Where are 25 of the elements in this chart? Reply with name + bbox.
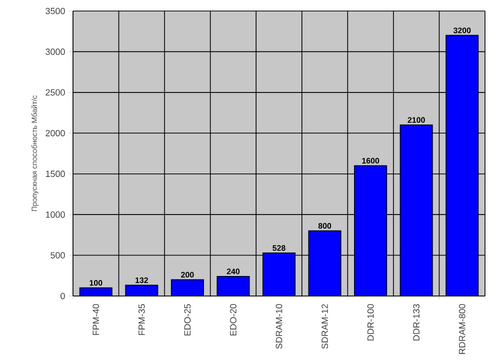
y-tick-label: 3000 bbox=[46, 48, 65, 55]
x-tick-label: FPM-40 bbox=[92, 304, 100, 335]
x-tick-label: FPM-35 bbox=[138, 304, 145, 335]
bar bbox=[446, 34, 479, 296]
bar bbox=[216, 276, 250, 296]
x-tick-label: EDO-20 bbox=[230, 304, 236, 336]
x-tick-label: DDR-100 bbox=[367, 304, 374, 340]
bar bbox=[170, 279, 204, 296]
bar bbox=[262, 252, 296, 296]
bar bbox=[400, 124, 433, 296]
y-tick-label: 500 bbox=[50, 252, 65, 258]
x-tick-label: SDRAM-12 bbox=[322, 304, 328, 349]
x-tick-label: DDR-133 bbox=[413, 304, 420, 340]
y-tick-label: 0 bbox=[60, 292, 65, 300]
y-tick-label: 1500 bbox=[46, 170, 65, 178]
x-tick-label: SDRAM-10 bbox=[276, 304, 282, 349]
y-tick-label: 3500 bbox=[46, 8, 65, 14]
bar bbox=[126, 285, 158, 296]
bar bbox=[308, 230, 342, 296]
bar bbox=[354, 165, 388, 296]
x-tick-label: EDO-25 bbox=[184, 304, 191, 336]
y-tick-label: 2500 bbox=[46, 89, 65, 96]
x-tick-label: RDRAM-800 bbox=[458, 304, 466, 354]
y-tick-label: 2000 bbox=[46, 130, 65, 136]
y-tick-label: 1000 bbox=[46, 211, 65, 218]
